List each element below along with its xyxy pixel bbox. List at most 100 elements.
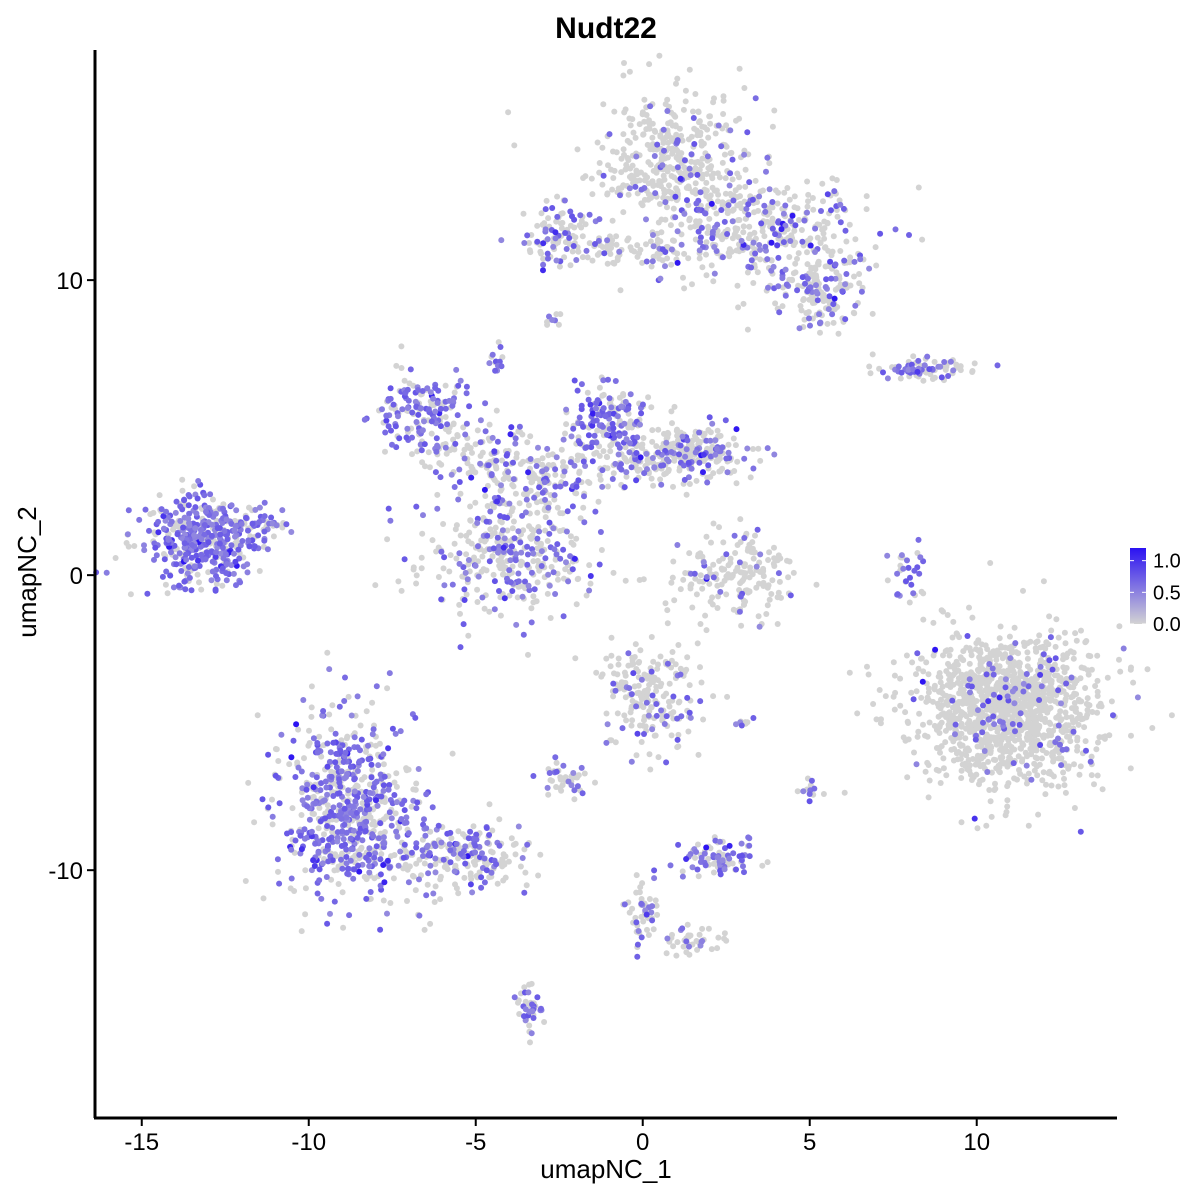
expressing-cell-point [597, 529, 604, 535]
cell-point [1081, 665, 1088, 672]
expressing-cell-point [585, 396, 592, 403]
cell-point [648, 263, 655, 270]
cell-point [993, 741, 1000, 748]
cell-point [453, 555, 460, 562]
expressing-cell-point [729, 218, 736, 225]
cell-point [730, 606, 737, 613]
cell-point [657, 653, 664, 660]
cell-point [608, 166, 615, 173]
cell-point [665, 120, 672, 127]
cell-point [671, 174, 678, 181]
cell-point [594, 139, 601, 146]
cell-point [670, 165, 677, 172]
cell-point [321, 831, 327, 838]
cell-point [729, 860, 736, 867]
cell-point [380, 761, 387, 768]
cell-point [830, 319, 837, 326]
cell-point [987, 747, 994, 754]
cell-point [1088, 772, 1095, 779]
cell-point [817, 240, 824, 246]
expressing-cell-point [463, 383, 470, 390]
expressing-cell-point [725, 449, 732, 456]
cell-point [611, 108, 618, 115]
cell-point [654, 250, 661, 257]
cell-point [722, 175, 729, 182]
cell-point [812, 274, 819, 280]
expressing-cell-point [403, 434, 410, 441]
expressing-cell-point [570, 425, 577, 432]
expressing-cell-point [539, 489, 546, 496]
cell-point [363, 708, 370, 715]
cell-point [449, 750, 456, 757]
expressing-cell-point [508, 424, 515, 431]
cell-point [372, 582, 379, 589]
cell-point [1050, 773, 1057, 780]
cell-point [804, 238, 811, 244]
cell-point [451, 540, 458, 547]
cell-point [940, 652, 946, 659]
cell-point [675, 731, 682, 738]
cell-point [384, 536, 391, 543]
expressing-cell-point [696, 429, 703, 436]
expressing-cell-point [568, 433, 575, 440]
cell-point [1027, 735, 1034, 742]
expressing-cell-point [382, 429, 389, 436]
cell-point [596, 250, 603, 257]
expressing-cell-point [177, 503, 184, 510]
expressing-cell-point [551, 546, 558, 553]
cell-point [663, 470, 670, 477]
cell-point [766, 596, 773, 603]
cell-point [983, 731, 990, 738]
expressing-cell-point [583, 444, 590, 451]
expressing-cell-point [842, 281, 849, 288]
cell-point [567, 533, 574, 540]
cell-point [690, 108, 696, 115]
cell-point [472, 469, 479, 476]
expressing-cell-point [604, 237, 611, 244]
cell-point [616, 394, 623, 401]
cell-point [1042, 645, 1049, 652]
expressing-cell-point [214, 525, 221, 532]
expressing-cell-point [762, 208, 769, 215]
cell-point [1065, 722, 1072, 729]
expressing-cell-point [778, 226, 785, 233]
cell-point [504, 527, 511, 534]
cell-point [665, 139, 672, 146]
cell-point [656, 201, 663, 207]
expressing-cell-point [566, 235, 573, 241]
cell-point [1076, 771, 1083, 778]
expressing-cell-point [711, 244, 718, 250]
cell-point [605, 162, 611, 169]
cell-point [959, 742, 966, 749]
cell-point [468, 463, 475, 470]
cell-point [279, 524, 286, 531]
expressing-cell-point [686, 165, 693, 172]
cell-point [714, 945, 721, 952]
cell-point [1062, 640, 1069, 647]
cell-point [722, 190, 729, 197]
cell-point [444, 866, 451, 873]
cell-point [1082, 738, 1089, 745]
cell-point [547, 615, 554, 621]
cell-point [699, 264, 706, 271]
cell-point [287, 885, 294, 892]
cell-point [918, 655, 925, 662]
cell-point [598, 547, 605, 553]
cell-point [714, 170, 721, 177]
expressing-cell-point [756, 242, 763, 248]
expressing-cell-point [702, 210, 708, 217]
cell-point [641, 96, 648, 103]
cell-point [930, 698, 936, 705]
cell-point [890, 659, 897, 666]
cell-point [697, 572, 704, 579]
expressing-cell-point [562, 230, 569, 236]
cell-point [804, 203, 811, 210]
expressing-cell-point [729, 156, 736, 163]
cell-point [1039, 777, 1046, 784]
cell-point [866, 363, 873, 370]
cell-point [538, 210, 545, 217]
expressing-cell-point [485, 462, 492, 469]
cell-point [162, 581, 169, 588]
cell-point [847, 282, 854, 289]
cell-point [1018, 745, 1024, 752]
